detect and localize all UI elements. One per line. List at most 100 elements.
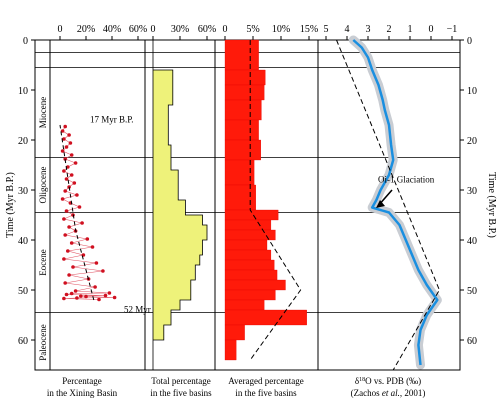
citation-author: (Zachos <box>351 388 382 398</box>
label-rest: O vs. PDB (‰) <box>365 376 421 386</box>
epoch-label: Eocene <box>38 249 48 275</box>
total-percentage-area <box>152 40 208 370</box>
delta18o-trend-line <box>336 39 440 371</box>
xining-data-point <box>64 145 69 149</box>
xining-data-point <box>66 249 70 253</box>
left-tick-label: 10 <box>18 86 28 97</box>
right-axis-title: Time (Myr B.P.) <box>486 172 497 238</box>
top-tick-label: 1 <box>408 24 413 35</box>
averaged-percentage-bar <box>224 219 272 231</box>
right-tick-label: 30 <box>467 186 477 197</box>
xining-data-point <box>60 129 65 133</box>
averaged-percentage-bar <box>224 339 237 361</box>
averaged-percentage-bar <box>224 184 256 211</box>
xining-data-point <box>69 153 74 157</box>
annotation-oi1-glaciation: Oi-1 Glaciation <box>378 175 435 185</box>
averaged-percentage-bar <box>224 39 259 71</box>
top-tick-label: 0 <box>58 24 63 35</box>
xining-data-point <box>73 289 78 293</box>
panel-delta18o: 5 4 3 2 1 0 −1 Oi-1 Glaciation <box>324 24 458 371</box>
xining-data-point <box>63 124 67 129</box>
averaged-percentage-bar <box>224 324 245 341</box>
top-tick-label: 5 <box>324 24 329 35</box>
top-tick-label: 30% <box>171 24 189 35</box>
xining-data-point <box>69 173 74 177</box>
averaged-percentage-bar <box>224 259 275 271</box>
xining-data-point <box>63 157 67 161</box>
xining-data-point <box>69 291 74 296</box>
xining-data-point <box>80 221 84 225</box>
xining-data-point <box>60 149 65 153</box>
averaged-percentage-bar <box>224 239 268 251</box>
annotation-52-myr: 52 Myr B.P. <box>124 305 168 315</box>
xining-data-point <box>68 141 73 145</box>
top-tick-label: 60% <box>198 24 216 35</box>
left-tick-label: 40 <box>18 236 28 247</box>
top-tick-label: 0 <box>429 24 434 35</box>
right-tick-label: 10 <box>467 86 477 97</box>
xining-data-point <box>73 161 78 165</box>
delta-symbol: δ <box>355 376 359 386</box>
averaged-percentage-bar <box>224 159 255 186</box>
xining-data-point <box>64 177 69 181</box>
xining-data-point <box>90 245 95 249</box>
averaged-percentage-bar <box>224 139 261 161</box>
xining-data-point <box>84 294 88 299</box>
averaged-percentage-bar <box>224 279 286 291</box>
epoch-labels: Miocene Oligocene Eocene Paleocene <box>38 97 48 361</box>
isotope-superscript: 18 <box>359 377 365 383</box>
top-tick-label: 15% <box>300 24 318 35</box>
right-tick-label: 50 <box>467 286 477 297</box>
top-tick-label: 0 <box>151 24 156 35</box>
xining-data-point <box>67 133 71 137</box>
bottom-labels: Percentage in the Xining Basin Total perce… <box>47 376 426 398</box>
averaged-percentage-bar <box>224 289 276 301</box>
top-tick-label: 60% <box>129 24 147 35</box>
panel-label-line-1: Total percentage <box>151 376 211 386</box>
left-tick-label: 30 <box>18 186 28 197</box>
xining-data-point <box>62 137 66 141</box>
left-tick-label: 50 <box>18 286 28 297</box>
xining-data-point <box>60 197 65 201</box>
panel-label-line-1: δ18O vs. PDB (‰) <box>355 376 421 386</box>
panel-label-line-2: in the Xining Basin <box>47 388 118 398</box>
xining-data-point <box>71 265 75 269</box>
epoch-label: Oligocene <box>38 167 48 204</box>
xining-data-point <box>67 225 71 229</box>
xining-data-point <box>69 241 74 245</box>
right-tick-label: 0 <box>467 36 472 47</box>
epoch-label: Miocene <box>38 97 48 129</box>
top-tick-label: 0 <box>223 24 228 35</box>
top-tick-label: −1 <box>447 24 458 35</box>
top-tick-label: 20% <box>77 24 95 35</box>
delta18o-line <box>352 39 439 366</box>
xining-data-point <box>64 209 69 213</box>
right-tick-label: 40 <box>467 236 477 247</box>
xining-data-point <box>79 294 83 298</box>
xining-data-point <box>75 193 79 197</box>
panel-label-line-2: (Zachos et al., 2001) <box>351 388 426 398</box>
panel-total-percentage: 0 30% 60% <box>151 24 216 370</box>
panel-xining-basin: 0 20% 40% 60% 17 Myr B.P. 52 Myr B.P. <box>58 24 168 315</box>
panel-label-line-1: Percentage <box>62 376 101 386</box>
left-tick-label: 60 <box>18 336 28 347</box>
xining-data-point <box>85 237 90 241</box>
xining-data-point <box>63 281 67 285</box>
left-tick-label: 20 <box>18 136 28 147</box>
citation-year: , 2001) <box>400 388 426 398</box>
panel-label-line-2: in the five basins <box>150 388 212 398</box>
xining-trend-line <box>59 124 95 301</box>
xining-data-point <box>107 291 112 295</box>
xining-data-point <box>103 293 108 298</box>
averaged-percentage-bar <box>224 84 265 101</box>
panel-averaged-percentage: 0 5% 10% 15% <box>223 24 318 361</box>
left-tick-label: 0 <box>23 36 28 47</box>
xining-data-point <box>63 189 67 193</box>
xining-data-point <box>62 296 66 301</box>
citation-etal: et al. <box>382 388 400 398</box>
oi1-arrow-head <box>376 200 385 208</box>
xining-data-point <box>93 285 97 289</box>
xining-data-point <box>64 292 69 297</box>
top-tick-label: 5% <box>246 24 259 35</box>
